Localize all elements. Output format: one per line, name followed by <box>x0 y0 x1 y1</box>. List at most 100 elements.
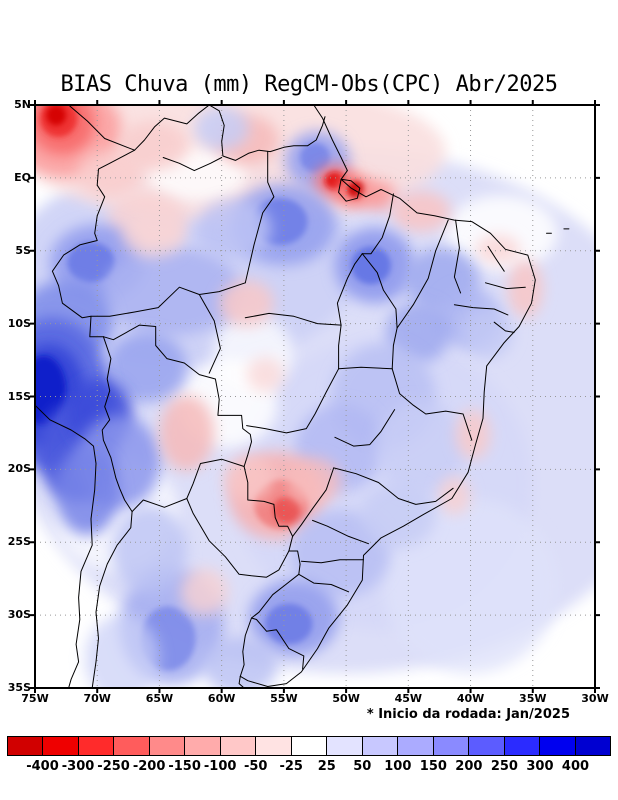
colorbar-segment <box>77 736 115 756</box>
lon-tick-label: 35W <box>519 692 547 705</box>
colorbar-segment <box>361 736 399 756</box>
colorbar-segment <box>574 736 611 756</box>
boundary-line <box>243 466 294 552</box>
bias-blob <box>84 615 160 688</box>
bias-blob <box>265 603 313 645</box>
bias-blob <box>159 395 215 471</box>
colorbar-segment <box>468 736 505 756</box>
lon-tick-label: 50W <box>332 692 360 705</box>
colorbar-label: -150 <box>168 759 201 774</box>
colorbar-segment <box>432 736 470 756</box>
colorbar-label: -300 <box>61 759 95 774</box>
lat-tick-label: 25S <box>7 535 31 549</box>
lon-tick-label: 30W <box>581 692 609 705</box>
boundary-line <box>298 573 350 593</box>
lat-tick-label: 15S <box>7 389 31 403</box>
boundary-line <box>312 519 369 545</box>
boundary-line <box>453 219 462 294</box>
axis-ticks <box>30 100 600 693</box>
boundary-line <box>300 559 364 564</box>
colorbar-label: 50 <box>353 759 372 774</box>
lon-tick-label: 75W <box>21 692 49 705</box>
lon-tick-label: 40W <box>456 692 485 705</box>
bias-blob <box>455 409 491 460</box>
lat-tick-label: 10S <box>7 316 31 330</box>
colorbar-segment <box>184 736 221 756</box>
bias-blob <box>180 568 228 616</box>
boundary-line <box>485 282 526 290</box>
colorbar-segment <box>397 736 434 756</box>
bias-blob <box>463 309 513 359</box>
colorbar-label: 150 <box>419 759 447 774</box>
graticule <box>35 105 595 688</box>
bias-blob <box>35 355 67 426</box>
bias-blob <box>286 457 342 505</box>
boundary-line <box>292 467 335 537</box>
colorbar-label: 200 <box>455 759 483 774</box>
bias-blob <box>77 150 143 197</box>
bias-blob <box>290 510 390 598</box>
boundary-line <box>208 105 326 161</box>
boundary-line <box>186 458 245 499</box>
boundary-line <box>35 404 97 688</box>
lon-tick-label: 70W <box>83 692 111 705</box>
bias-blob <box>361 180 396 210</box>
colorbar-label: -25 <box>279 759 303 774</box>
bias-blob <box>445 195 558 272</box>
colorbar-segment <box>113 736 150 756</box>
boundary-line <box>361 193 394 255</box>
boundary-line <box>239 550 301 677</box>
bias-blob <box>67 242 115 283</box>
bias-blob <box>375 400 466 495</box>
boundary-line <box>186 498 290 578</box>
bias-blob <box>272 497 301 524</box>
lat-tick-label: 20S <box>7 462 31 476</box>
boundary-line <box>391 368 473 441</box>
boundary-line <box>396 219 449 329</box>
boundary-line <box>244 312 342 326</box>
boundary-line <box>493 321 515 333</box>
bias-blob <box>246 357 284 393</box>
colorbar-segment <box>255 736 292 756</box>
lat-tick-label: 5N <box>14 98 31 111</box>
bias-blob <box>118 121 189 171</box>
lat-tick-label: 35S <box>7 681 31 694</box>
bias-blob <box>46 105 67 126</box>
boundary-line <box>238 675 245 688</box>
lat-tick-label: 5S <box>15 243 31 257</box>
map-boundaries <box>35 105 570 688</box>
boundary-line <box>68 105 210 151</box>
colorbar-segment <box>148 736 186 756</box>
colorbar-label: 250 <box>490 759 518 774</box>
boundary-line <box>90 282 246 317</box>
lon-tick-label: 65W <box>145 692 174 705</box>
bias-blob <box>112 505 187 594</box>
colorbar-label: 25 <box>317 759 336 774</box>
lat-tick-label: EQ <box>14 170 31 184</box>
bias-blob <box>475 234 521 264</box>
bias-blob <box>224 454 274 502</box>
colorbar-label: 300 <box>526 759 554 774</box>
colorbar-segment <box>326 736 363 756</box>
boundary-line <box>162 157 223 172</box>
bias-blob <box>196 199 272 259</box>
boundary-line <box>333 467 454 505</box>
colorbar-segment <box>503 736 541 756</box>
colorbar-label: -400 <box>26 759 59 774</box>
boundary-line <box>244 151 275 284</box>
bias-blob <box>54 447 120 535</box>
colorbar-segment <box>7 736 44 756</box>
boundary-line <box>453 304 509 316</box>
colorbar-label: -100 <box>203 759 237 774</box>
boundary-line <box>336 253 363 326</box>
lon-tick-label: 45W <box>394 692 423 705</box>
lon-tick-label: 60W <box>207 692 236 705</box>
colorbar-label: -50 <box>243 759 268 774</box>
figure-title: BIAS Chuva (mm) RegCM-Obs(CPC) Abr/2025 <box>60 72 558 97</box>
colorbar-segment <box>539 736 576 756</box>
colorbar-label: 400 <box>561 759 590 774</box>
bias-blob <box>300 142 330 173</box>
colorbar-segment <box>42 736 79 756</box>
